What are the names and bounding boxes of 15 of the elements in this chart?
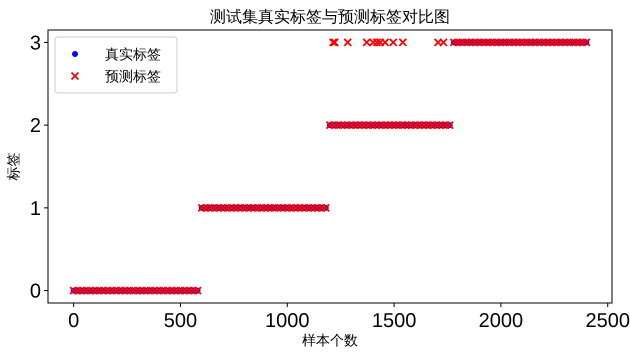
legend-label: 真实标签: [105, 46, 161, 62]
legend-label: 预测标签: [105, 68, 161, 84]
x-tick-label: 2000: [478, 310, 524, 332]
y-axis-title: 标签: [5, 152, 21, 182]
x-tick-label: 2500: [585, 310, 630, 332]
x-tick-label: 1500: [372, 310, 416, 332]
y-tick-label: 2: [30, 115, 41, 138]
y-tick-label: 0: [30, 280, 41, 303]
y-tick-label: 3: [30, 32, 41, 54]
x-tick-label: 1000: [265, 310, 310, 332]
x-tick-label: 0: [68, 310, 80, 332]
y-tick-label: 1: [30, 198, 41, 220]
x-axis-title: 样本个数: [302, 332, 358, 348]
chart-title: 测试集真实标签与预测标签对比图: [210, 8, 450, 26]
x-tick-label: 500: [164, 310, 198, 332]
